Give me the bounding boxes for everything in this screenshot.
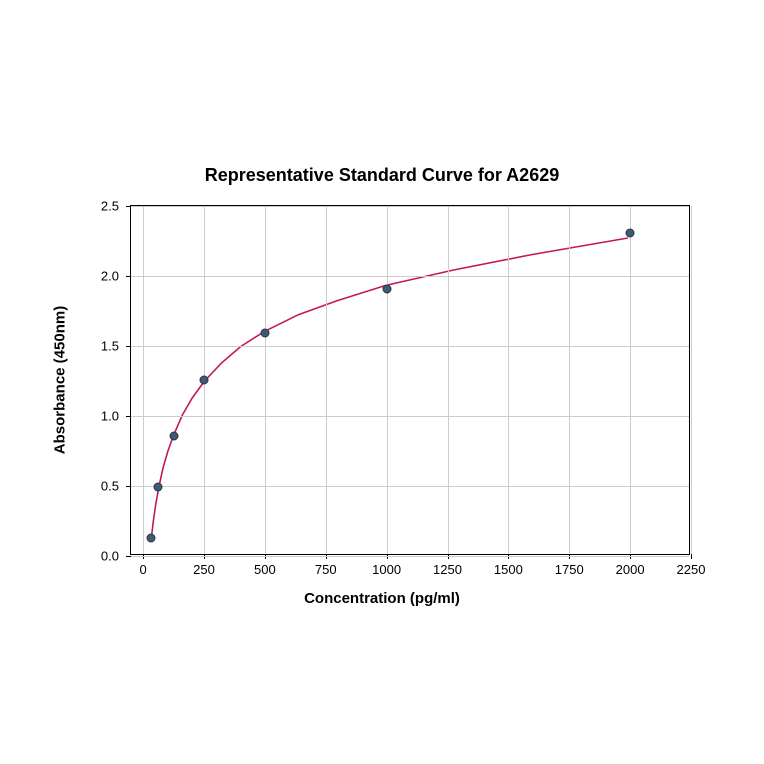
grid-line-vertical (143, 206, 144, 554)
grid-line-vertical (326, 206, 327, 554)
y-tick-label: 2.5 (101, 199, 119, 214)
x-tick-label: 1000 (372, 562, 401, 577)
x-axis-label: Concentration (pg/ml) (0, 590, 764, 607)
x-tick (691, 554, 692, 559)
fitted-curve (131, 206, 689, 554)
y-tick (126, 416, 131, 417)
grid-line-vertical (691, 206, 692, 554)
x-tick-label: 1500 (494, 562, 523, 577)
data-point (154, 483, 163, 492)
plot-area: 02505007501000125015001750200022500.00.5… (130, 205, 690, 555)
data-point (146, 533, 155, 542)
y-tick-label: 1.0 (101, 409, 119, 424)
x-tick-label: 250 (193, 562, 215, 577)
grid-line-vertical (448, 206, 449, 554)
y-tick-label: 2.0 (101, 269, 119, 284)
grid-line-vertical (630, 206, 631, 554)
y-tick-label: 0.0 (101, 549, 119, 564)
x-tick-label: 750 (315, 562, 337, 577)
grid-line-horizontal (131, 206, 689, 207)
data-point (382, 284, 391, 293)
y-tick-label: 1.5 (101, 339, 119, 354)
x-tick-label: 1750 (555, 562, 584, 577)
y-tick-label: 0.5 (101, 479, 119, 494)
grid-line-horizontal (131, 416, 689, 417)
data-point (626, 228, 635, 237)
data-point (260, 329, 269, 338)
curve-path (151, 238, 628, 539)
grid-line-horizontal (131, 556, 689, 557)
y-tick (126, 276, 131, 277)
y-tick (126, 486, 131, 487)
grid-line-vertical (508, 206, 509, 554)
x-tick-label: 1250 (433, 562, 462, 577)
grid-line-horizontal (131, 346, 689, 347)
grid-line-vertical (265, 206, 266, 554)
y-tick (126, 346, 131, 347)
x-tick-label: 2250 (677, 562, 706, 577)
grid-line-horizontal (131, 276, 689, 277)
data-point (200, 375, 209, 384)
x-tick-label: 0 (140, 562, 147, 577)
y-axis-label: Absorbance (450nm) (52, 306, 69, 454)
data-point (169, 431, 178, 440)
grid-line-vertical (387, 206, 388, 554)
y-tick (126, 206, 131, 207)
y-tick (126, 556, 131, 557)
grid-line-horizontal (131, 486, 689, 487)
x-tick-label: 2000 (616, 562, 645, 577)
x-tick-label: 500 (254, 562, 276, 577)
grid-line-vertical (569, 206, 570, 554)
chart-title: Representative Standard Curve for A2629 (0, 165, 764, 186)
